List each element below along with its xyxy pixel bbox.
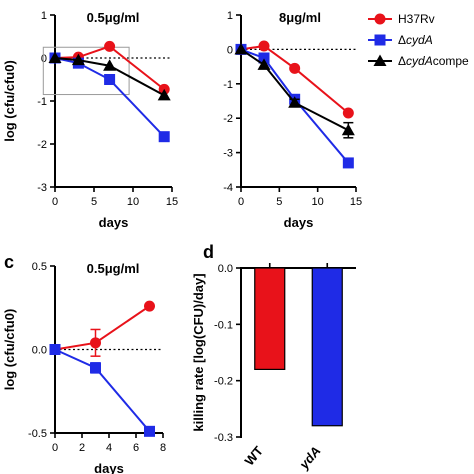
x-tick-label: 6 xyxy=(133,442,139,454)
x-tick-label: 0 xyxy=(52,196,58,208)
data-point-cydA xyxy=(104,74,116,85)
series-line-cydAcomp xyxy=(54,57,165,97)
series-line-cydA xyxy=(54,348,151,432)
data-point-cydAcomp xyxy=(257,58,271,70)
chart-panel-b: 0 5 10 15 -4 -3 -2 -1 0 1 8μg/ml days xyxy=(223,10,362,230)
x-tick-label: 0 xyxy=(238,196,244,208)
legend-label-h37rv: H37Rv xyxy=(398,12,435,26)
data-point-cydA xyxy=(49,344,61,355)
y-tick-label: -0.2 xyxy=(214,376,233,388)
legend-text: compe xyxy=(433,54,469,68)
data-point-cydAcomp xyxy=(103,59,117,71)
x-axis-label: days xyxy=(99,215,129,230)
legend-label-cydA: ΔcydA xyxy=(398,33,433,47)
x-tick-label: 10 xyxy=(127,196,139,208)
legend-prefix: Δ xyxy=(398,54,406,68)
series-line-h37rv xyxy=(240,44,349,114)
data-point-h37rv xyxy=(90,337,101,349)
y-tick-label: 0.0 xyxy=(218,263,233,275)
x-axis-label: days xyxy=(284,215,314,230)
series-line-cydAcomp xyxy=(240,48,349,132)
y-tick-label: 0 xyxy=(227,44,233,56)
x-tick-label: 0 xyxy=(52,442,58,454)
y-tick-label: 0.0 xyxy=(32,345,47,357)
data-point-cydA xyxy=(158,131,170,143)
panel-label: c xyxy=(4,252,14,272)
y-tick-label: -1 xyxy=(223,79,233,91)
x-tick-label: 4 xyxy=(106,442,112,454)
y-tick-label: -0.3 xyxy=(214,432,233,444)
legend-prefix: Δ xyxy=(398,33,406,47)
legend-italic: cydA xyxy=(406,54,433,68)
legend-marker-h37rv xyxy=(374,13,386,25)
x-axis-label: days xyxy=(94,461,124,474)
data-point-h37rv xyxy=(258,40,270,52)
data-point-cydAcomp xyxy=(234,42,248,55)
x-tick-label: 15 xyxy=(166,196,178,208)
y-tick-label: 0.5 xyxy=(32,261,47,273)
chart-title: 0.5μg/ml xyxy=(87,261,140,276)
data-point-cydAcomp xyxy=(288,96,302,108)
y-tick-label: 1 xyxy=(41,10,47,22)
x-tick-label: 10 xyxy=(312,196,324,208)
y-tick-label: -2 xyxy=(37,139,47,151)
legend-marker-cydAcomp xyxy=(373,54,387,66)
data-point-cydA xyxy=(144,425,155,437)
y-tick-label: -2 xyxy=(223,113,233,125)
data-point-cydA xyxy=(258,52,270,64)
series-line-cydA xyxy=(240,48,350,164)
y-tick-label: -3 xyxy=(223,148,233,160)
legend-label-cydAcomp: ΔcydAcompe xyxy=(398,54,469,68)
legend-marker-cydA xyxy=(374,34,386,46)
series-line-h37rv xyxy=(54,305,151,351)
legend-text: H37Rv xyxy=(398,12,435,26)
data-point-h37rv xyxy=(289,62,301,74)
data-point-cydA xyxy=(342,157,354,169)
y-tick-label: 0 xyxy=(41,53,47,65)
chart-title: 0.5μg/ml xyxy=(87,10,140,25)
x-tick-label: 2 xyxy=(79,442,85,454)
data-point-h37rv xyxy=(342,107,354,119)
chart-panel-c: 0 2 4 6 8 -0.5 0.0 0.5 0.5μg/ml days log (cfu/cfu0… xyxy=(2,252,166,474)
x-tick-label: 8 xyxy=(160,442,166,454)
x-tick-label: WT xyxy=(242,443,267,468)
x-tick-label: ydA xyxy=(296,443,324,472)
x-tick-label: 5 xyxy=(276,196,282,208)
panel-label: d xyxy=(203,242,214,262)
zoom-box xyxy=(42,46,130,96)
y-tick-label: 1 xyxy=(227,10,233,22)
y-tick-label: -0.1 xyxy=(214,319,233,331)
y-tick-label: -4 xyxy=(223,182,233,194)
y-tick-label: -1 xyxy=(37,96,47,108)
legend-italic: cydA xyxy=(406,33,433,47)
data-point-h37rv xyxy=(104,40,116,52)
chart-panel-d: -0.3 -0.2 -0.1 0.0 WT ydA killing rate [log(CF… xyxy=(191,242,356,473)
data-point-cydA xyxy=(90,362,101,374)
y-axis-label: killing rate [log(CFU)/day] xyxy=(191,273,206,431)
bar-h37rv xyxy=(254,267,286,371)
bar-cydA xyxy=(311,267,343,427)
y-tick-label: -3 xyxy=(37,182,47,194)
y-tick-label: -0.5 xyxy=(28,428,47,440)
x-tick-label: 5 xyxy=(91,196,97,208)
y-axis-label: log (cfu/cfu0) xyxy=(2,60,17,142)
data-point-cydAcomp xyxy=(157,88,171,101)
data-point-cydAcomp xyxy=(48,51,62,63)
series-line-h37rv xyxy=(54,45,165,91)
y-axis-label: log (cfu/cfu0) xyxy=(2,309,17,391)
data-point-cydAcomp xyxy=(341,123,355,136)
x-tick-label: 15 xyxy=(350,196,362,208)
series-line-cydA xyxy=(54,57,165,138)
chart-panel-a: 0 5 10 15 -3 -2 -1 0 1 0.5μg/ml days log (cfu/cfu0) xyxy=(2,10,178,230)
data-point-h37rv xyxy=(144,300,155,312)
data-point-cydAcomp xyxy=(71,53,85,66)
chart-title: 8μg/ml xyxy=(279,10,321,25)
